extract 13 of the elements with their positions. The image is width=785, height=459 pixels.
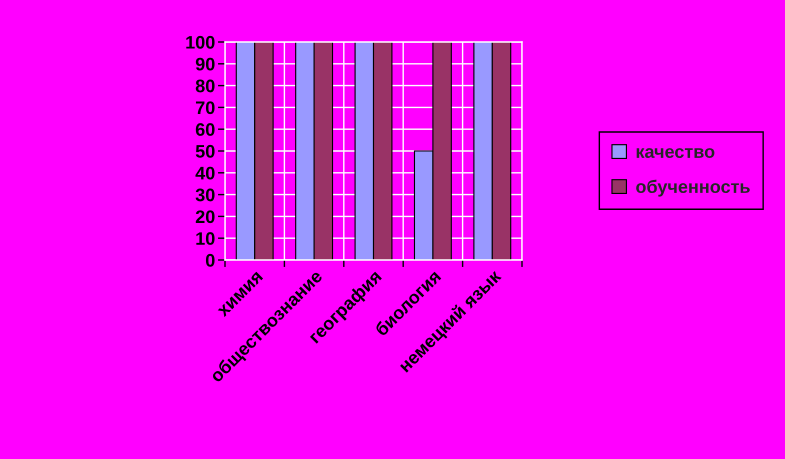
y-tick-label: 30 bbox=[196, 188, 215, 202]
y-tick-label: 0 bbox=[206, 254, 215, 267]
y-tick-label: 80 bbox=[196, 80, 215, 92]
y-tick-label: 20 bbox=[196, 210, 215, 224]
y-tick-label: 40 bbox=[195, 166, 215, 180]
y-tick-label: 90 bbox=[196, 58, 215, 71]
y-tick-label: 10 bbox=[196, 232, 215, 245]
y-tick-label: 100 bbox=[186, 36, 215, 49]
y-tick-label: 50 bbox=[196, 144, 215, 158]
legend-label: обученность bbox=[636, 180, 750, 197]
legend-label: качество bbox=[636, 148, 714, 158]
y-tick-label: 70 bbox=[196, 101, 215, 114]
y-tick-label: 60 bbox=[196, 123, 215, 136]
